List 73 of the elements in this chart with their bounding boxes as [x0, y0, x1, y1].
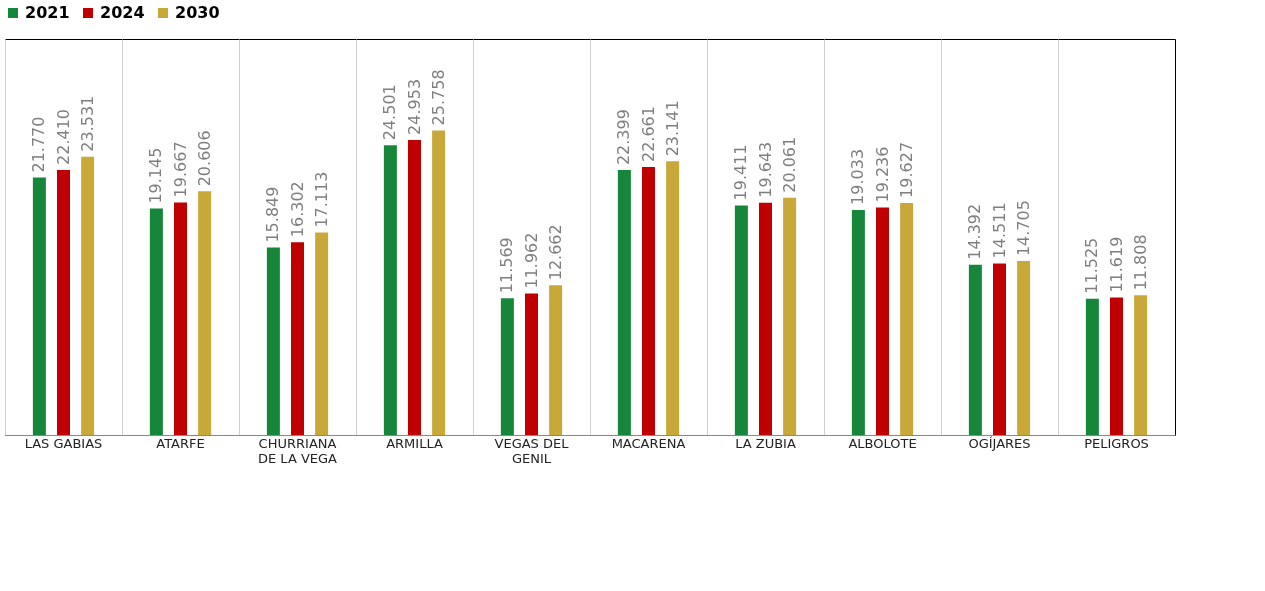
data-label: 11.962	[521, 232, 541, 289]
data-label: 16.302	[287, 181, 307, 238]
bar	[968, 264, 982, 435]
x-tick-label: VEGAS DEL GENIL	[494, 435, 570, 466]
bar	[291, 242, 304, 435]
data-label: 19.627	[896, 141, 916, 198]
bar	[900, 202, 914, 435]
x-tick-label: CHURRIANA DE LA VEGA	[258, 435, 338, 466]
data-label: 17.113	[311, 171, 331, 228]
data-label: 22.410	[53, 108, 73, 165]
data-label: 20.061	[779, 136, 799, 193]
bar	[1110, 297, 1123, 435]
data-label: 24.953	[404, 78, 424, 135]
bar	[734, 205, 748, 435]
data-label: 11.619	[1106, 236, 1126, 293]
bar	[315, 232, 329, 435]
data-label: 11.808	[1130, 234, 1150, 291]
bar	[1085, 298, 1099, 435]
data-label: 20.606	[194, 130, 214, 187]
data-label: 19.236	[872, 146, 892, 203]
bar	[876, 207, 889, 435]
data-label: 19.411	[731, 144, 751, 201]
legend-label: 2021	[25, 3, 70, 22]
data-label: 12.662	[545, 224, 565, 281]
data-label: 15.849	[263, 186, 283, 243]
bar	[642, 167, 655, 435]
bar	[408, 139, 421, 435]
data-label: 19.033	[848, 148, 868, 205]
x-tick-label: ATARFE	[156, 435, 205, 451]
data-label: 21.770	[29, 116, 49, 173]
x-tick-label: PELIGROS	[1084, 435, 1149, 451]
data-label: 19.667	[170, 141, 190, 198]
data-label: 23.141	[662, 100, 682, 157]
data-label: 11.569	[497, 237, 517, 294]
data-label: 19.145	[146, 147, 166, 204]
x-tick-label: MACARENA	[611, 435, 686, 451]
bar	[783, 197, 797, 435]
bar	[57, 169, 70, 435]
data-label: 14.705	[1013, 200, 1033, 257]
data-label: 14.392	[965, 203, 985, 260]
bar	[174, 202, 187, 435]
bar	[32, 177, 46, 435]
x-tick-label: LA ZUBIA	[735, 435, 796, 451]
bar	[666, 161, 680, 435]
bar	[1134, 295, 1148, 435]
bar	[993, 263, 1006, 435]
legend-label: 2030	[175, 3, 220, 22]
data-label: 22.661	[638, 106, 658, 163]
bar	[500, 298, 514, 435]
bar	[149, 208, 163, 435]
bar	[432, 130, 446, 435]
bar	[525, 293, 538, 435]
bar	[759, 202, 772, 435]
bar	[851, 209, 865, 435]
bar	[383, 145, 397, 435]
bar	[81, 156, 95, 435]
data-label: 24.501	[380, 84, 400, 141]
data-label: 19.643	[755, 141, 775, 198]
data-label: 25.758	[428, 69, 448, 126]
bar	[266, 247, 280, 435]
x-tick-label: OGÍJARES	[968, 435, 1031, 451]
bar	[198, 191, 212, 435]
x-tick-label: LAS GABIAS	[24, 435, 103, 451]
bar	[617, 170, 631, 435]
data-label: 14.511	[989, 202, 1009, 259]
x-tick-label: ALBOLOTE	[848, 435, 917, 451]
data-label: 23.531	[77, 95, 97, 152]
bar	[549, 285, 563, 435]
data-label: 22.399	[614, 109, 634, 166]
legend-label: 2024	[100, 3, 145, 22]
bar	[1017, 261, 1031, 435]
data-label: 11.525	[1082, 237, 1102, 294]
x-tick-label: ARMILLA	[386, 435, 443, 451]
